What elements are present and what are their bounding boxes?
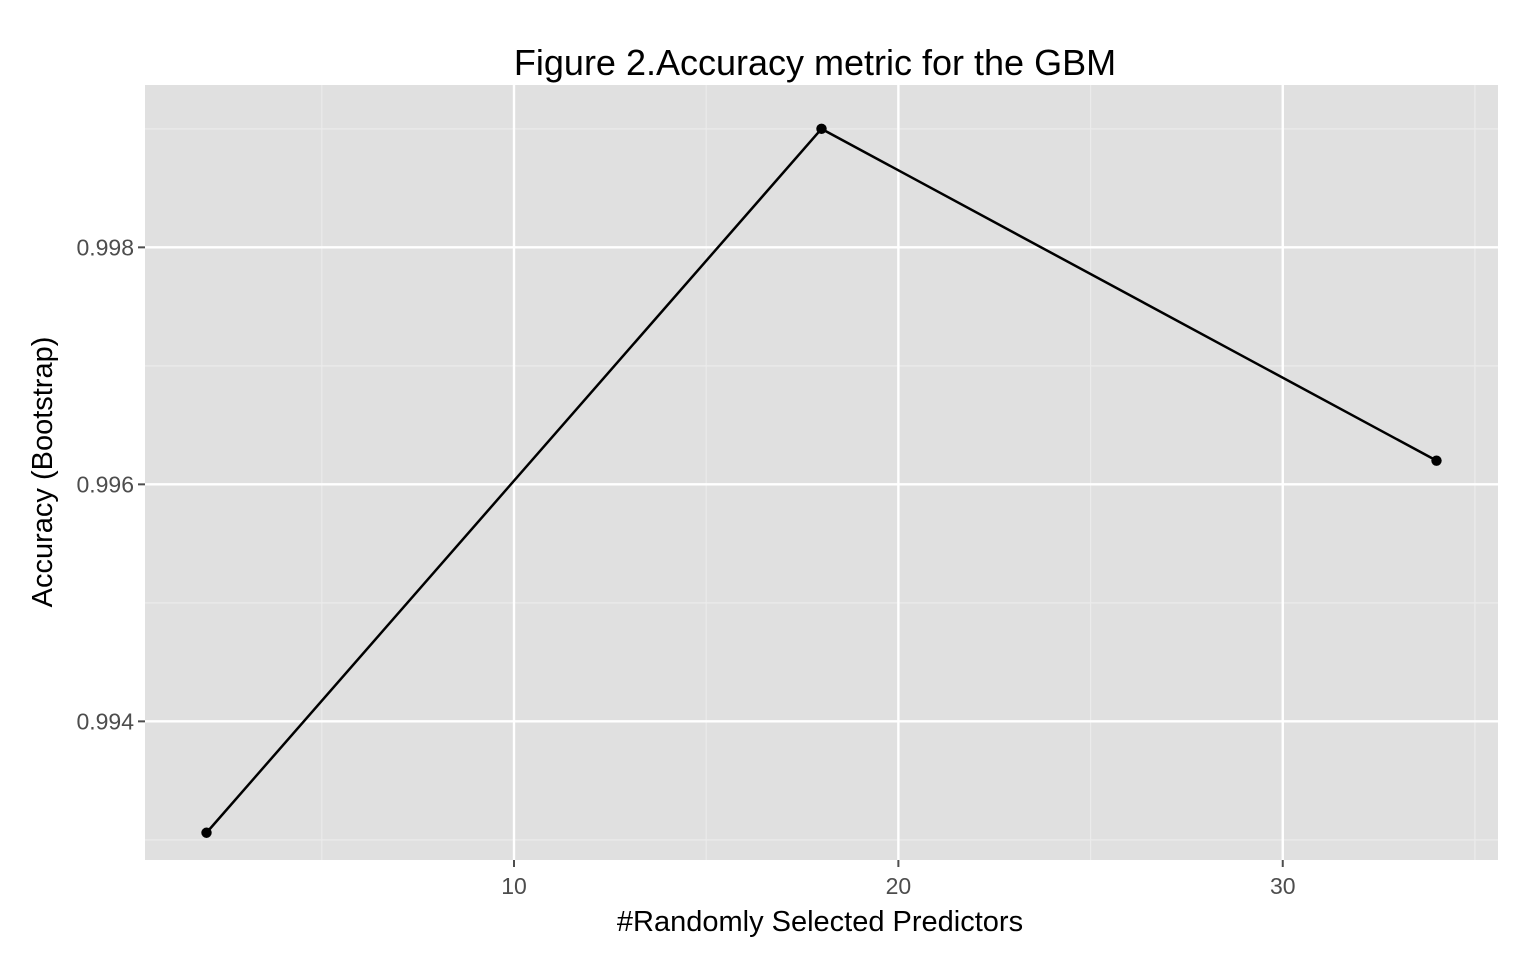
y-axis-label: Accuracy (Bootstrap) (27, 337, 59, 608)
y-tick-label: 0.996 (76, 471, 134, 497)
y-tick-label: 0.994 (76, 708, 134, 734)
plot-panel (145, 85, 1498, 860)
chart-title: Figure 2.Accuracy metric for the GBM (514, 42, 1116, 83)
data-point (201, 827, 212, 838)
x-tick-label: 20 (886, 873, 912, 899)
tick-labels: 10 20 30 0.994 0.996 0.998 (76, 234, 1295, 899)
x-axis-label: #Randomly Selected Predictors (617, 906, 1023, 938)
series-points (201, 123, 1442, 838)
axis-ticks (138, 246, 1284, 867)
y-tick-label: 0.998 (76, 234, 134, 260)
x-tick-label: 10 (501, 873, 527, 899)
minor-gridlines (145, 85, 1498, 860)
major-gridlines (145, 85, 1498, 860)
x-tick-label: 30 (1270, 873, 1296, 899)
data-point (1431, 455, 1442, 466)
data-point (816, 123, 827, 135)
